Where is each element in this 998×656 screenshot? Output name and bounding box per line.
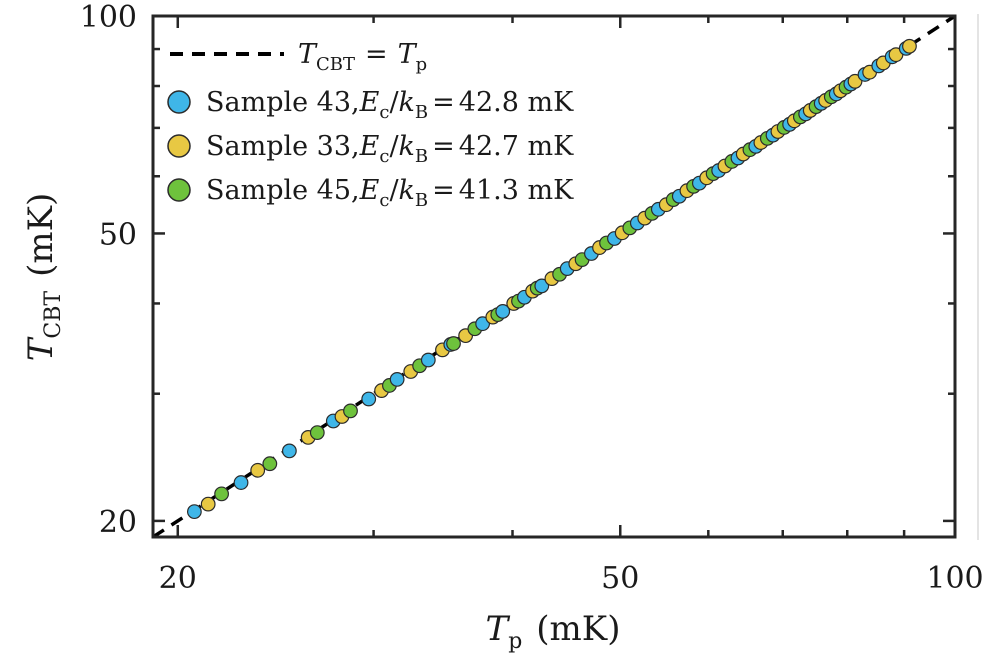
legend-ref-rhs: T [398, 39, 418, 70]
x-tick-label: 20 [159, 561, 197, 596]
legend-s33-var2-sub: B [415, 146, 428, 167]
legend-ref-eq: = [365, 39, 388, 70]
legend-s45-var2-sub: B [415, 190, 428, 211]
data-point-sample-33 [847, 73, 863, 89]
legend-s43-eq: = [432, 87, 455, 118]
legend-s43-var2-sub: B [415, 102, 428, 123]
legend-s45-var2: k [399, 175, 415, 206]
legend-marker-sample-33 [167, 134, 191, 158]
legend-s43-var2: k [399, 87, 415, 118]
legend-s43-var-sub: c [379, 102, 389, 123]
data-point-sample-45 [262, 456, 278, 472]
legend-s43-var: E [359, 87, 380, 118]
legend-s45-var: E [359, 175, 380, 206]
legend-ref-rhs-sub: p [416, 54, 428, 75]
y-axis-label-subscript: CBT [41, 291, 66, 339]
y-axis-label: TCBT (mK) [21, 193, 66, 362]
y-axis-label-unit: (mK) [21, 193, 61, 277]
data-point-sample-43 [233, 475, 249, 490]
data-point-sample-43 [361, 391, 377, 407]
data-point-sample-33 [902, 38, 917, 54]
legend-s33-slash: / [389, 131, 399, 162]
legend-s33-var2: k [399, 131, 415, 162]
legend-s33-value: 42.7 mK [459, 131, 574, 162]
data-point-sample-33 [200, 496, 216, 512]
data-point-sample-45 [214, 486, 229, 502]
data-point-sample-43 [186, 504, 202, 520]
legend-entry-sample-43: Sample 43,Ec/kB = 42.8 mK [206, 87, 574, 123]
legend-s43-value: 42.8 mK [459, 87, 574, 118]
legend-s45-eq: = [432, 175, 455, 206]
plot-frame [151, 14, 957, 539]
x-axis-label: Tp (mK) [486, 609, 621, 654]
tick-labels-layer: 20 50 100 20 50 100 [80, 0, 984, 596]
data-point-sample-43 [420, 352, 436, 368]
legend-entry-sample-33: Sample 33,Ec/kB = 42.7 mK [206, 131, 574, 167]
y-axis-label-symbol: T [21, 336, 61, 361]
legend-s45-slash: / [389, 175, 399, 206]
legend-s33-var: E [359, 131, 380, 162]
x-axis-label-subscript: p [508, 629, 522, 654]
legend-entry-reference: TCBT = Tp [298, 39, 427, 75]
data-point-sample-43 [475, 316, 491, 332]
data-point-sample-45 [446, 336, 461, 351]
data-points-layer [186, 38, 917, 520]
legend-s45-prefix: Sample 45, [206, 175, 360, 206]
legend-marker-sample-43 [167, 90, 191, 114]
legend-s33-eq: = [432, 131, 455, 162]
data-point-sample-43 [495, 303, 511, 319]
legend-s45-var-sub: c [379, 190, 389, 211]
legend-ref-lhs-sub: CBT [316, 54, 355, 75]
legend-s43-prefix: Sample 43, [206, 87, 360, 118]
data-point-sample-43 [389, 371, 405, 387]
x-tick-label: 50 [601, 561, 639, 596]
x-tick-label: 100 [926, 561, 983, 596]
x-axis-label-symbol: T [486, 609, 511, 649]
ticks-layer [153, 14, 957, 537]
data-point-sample-33 [250, 462, 266, 478]
legend-entry-sample-45: Sample 45,Ec/kB = 41.3 mK [206, 175, 574, 211]
x-axis-label-unit: (mK) [536, 609, 620, 649]
legend-s33-prefix: Sample 33, [206, 131, 360, 162]
y-tick-label: 100 [80, 0, 137, 35]
legend: TCBT = Tp Sample 43,Ec/kB = 42.8 mK Sample 3… [167, 39, 574, 211]
data-point-sample-45 [343, 403, 358, 419]
legend-s43-slash: / [389, 87, 399, 118]
legend-s33-var-sub: c [379, 146, 389, 167]
data-point-sample-43 [281, 443, 297, 459]
y-tick-label: 20 [99, 505, 137, 540]
y-tick-label: 50 [99, 217, 137, 252]
data-point-sample-45 [309, 425, 325, 441]
data-point-sample-43 [534, 278, 550, 294]
legend-s45-value: 41.3 mK [459, 175, 574, 206]
legend-marker-sample-45 [167, 178, 191, 202]
legend-ref-lhs: T [298, 39, 318, 70]
